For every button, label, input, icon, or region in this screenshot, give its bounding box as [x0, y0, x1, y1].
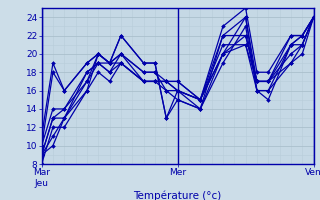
X-axis label: Température (°c): Température (°c) — [133, 190, 222, 200]
